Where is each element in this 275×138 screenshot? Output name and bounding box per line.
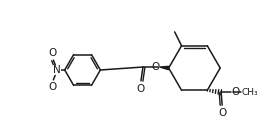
Text: O: O [151,62,159,72]
Text: N: N [53,65,61,75]
Polygon shape [160,66,169,70]
Text: O: O [49,48,57,58]
Text: CH₃: CH₃ [241,88,258,97]
Text: O: O [232,87,240,97]
Text: O: O [137,84,145,94]
Text: O: O [218,108,226,118]
Text: O: O [49,82,57,92]
